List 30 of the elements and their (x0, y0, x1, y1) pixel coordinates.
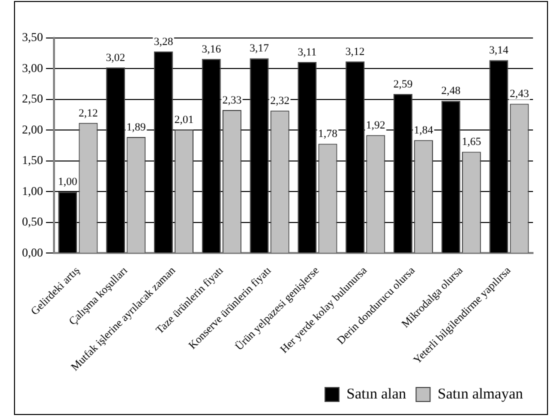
y-tick-label: 1,00 (22, 184, 43, 198)
data-label: 2,59 (393, 78, 414, 90)
y-tick-label: 0,00 (22, 245, 43, 260)
data-label: 1,92 (366, 120, 386, 132)
data-label: 2,12 (78, 107, 98, 120)
y-tick-label: 2,00 (22, 122, 43, 136)
data-label: 3,16 (202, 43, 222, 56)
data-label: 3,17 (250, 42, 270, 55)
y-tick-label: 2,50 (22, 92, 43, 106)
data-label: 3,12 (345, 46, 365, 58)
data-label: 2,32 (270, 94, 290, 107)
data-label: 2,01 (174, 114, 194, 126)
y-tick-label: 0,50 (22, 214, 43, 229)
data-label: 1,78 (318, 128, 338, 140)
data-label: 3,11 (298, 46, 317, 58)
data-label: 3,14 (489, 44, 509, 57)
data-label: 1,65 (462, 136, 482, 148)
data-label: 1,89 (126, 121, 146, 134)
data-label: 1,00 (58, 176, 78, 188)
data-label: 1,84 (414, 124, 434, 136)
data-label: 3,02 (106, 52, 126, 64)
legend-label: Satın almayan (438, 386, 524, 402)
data-label: 2,43 (510, 88, 530, 100)
y-tick-label: 1,50 (22, 153, 43, 168)
data-label: 3,28 (154, 36, 174, 48)
y-tick-label: 3,00 (22, 60, 43, 75)
data-label: 2,48 (441, 85, 461, 98)
legend-label: Satın alan (346, 386, 407, 402)
data-label: 2,33 (222, 94, 242, 106)
y-tick-label: 3,50 (22, 30, 43, 44)
